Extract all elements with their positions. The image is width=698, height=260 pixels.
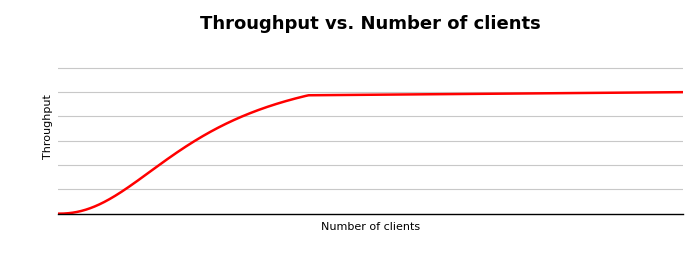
Y-axis label: Throughput: Throughput: [43, 94, 53, 159]
X-axis label: Number of clients: Number of clients: [321, 222, 420, 232]
Title: Throughput vs. Number of clients: Throughput vs. Number of clients: [200, 15, 541, 33]
